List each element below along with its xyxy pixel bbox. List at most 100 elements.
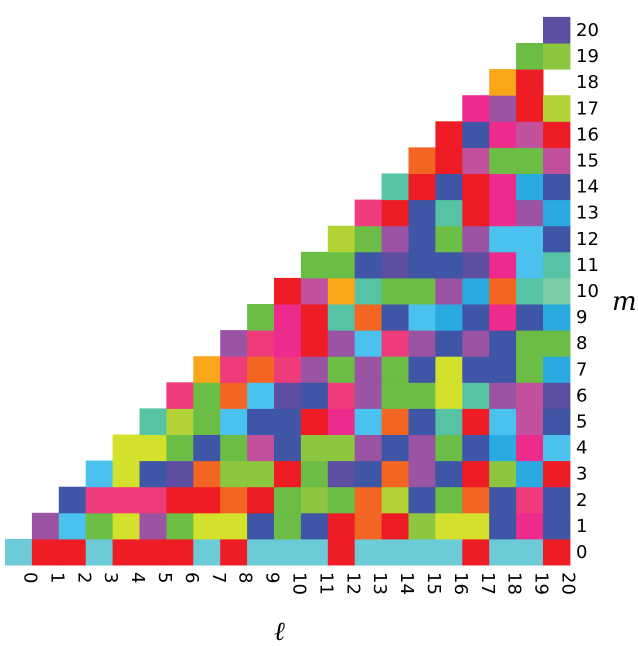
heatmap-cell [543, 121, 571, 148]
heatmap-cell [247, 460, 275, 488]
heatmap-cell [193, 486, 221, 514]
heatmap-cell [462, 382, 490, 409]
heatmap-cell [462, 173, 490, 201]
heatmap-cell [300, 251, 329, 279]
heatmap-cell [31, 538, 60, 566]
x-tick-label: 9 [262, 572, 283, 583]
x-tick-label: 18 [504, 572, 525, 595]
y-tick-label: 17 [576, 98, 599, 119]
heatmap-cells [5, 16, 571, 566]
heatmap-cell [462, 434, 490, 462]
heatmap-cell [408, 251, 436, 279]
heatmap-cell [408, 225, 436, 253]
heatmap-cell [408, 434, 436, 462]
heatmap-cell [247, 538, 275, 566]
heatmap-cell [247, 304, 275, 331]
heatmap-cell [435, 512, 463, 540]
x-tick-label: 5 [154, 572, 175, 583]
heatmap-cell [489, 251, 517, 279]
heatmap-cell [408, 486, 436, 514]
heatmap-cell [408, 304, 436, 331]
heatmap-cell [166, 434, 194, 462]
heatmap-cell [381, 382, 409, 409]
heatmap-cell [274, 277, 302, 305]
heatmap-cell [274, 486, 302, 514]
heatmap-cell [489, 95, 517, 122]
heatmap-cell [462, 408, 490, 435]
y-tick-label: 6 [576, 385, 587, 406]
heatmap-cell [489, 538, 517, 566]
heatmap-cell [489, 512, 517, 540]
heatmap-cell [85, 486, 114, 514]
x-tick-label: 13 [369, 572, 390, 595]
heatmap-cell [435, 408, 463, 435]
heatmap-cell [354, 277, 383, 305]
heatmap-cell [327, 304, 356, 331]
heatmap-cell [139, 434, 167, 462]
heatmap-cell [462, 538, 490, 566]
y-tick-label: 13 [576, 203, 599, 224]
x-tick-label: 10 [288, 572, 309, 595]
heatmap-cell [166, 460, 194, 488]
heatmap-cell [543, 251, 571, 279]
heatmap-cell [354, 538, 383, 566]
heatmap-cell [516, 121, 544, 148]
heatmap-cell [489, 382, 517, 409]
y-axis-label: m [612, 287, 637, 317]
heatmap-cell [166, 538, 194, 566]
x-tick-label: 17 [477, 572, 498, 595]
y-tick-label: 7 [576, 359, 587, 380]
heatmap-cell [220, 486, 248, 514]
heatmap-cell [408, 408, 436, 435]
heatmap-cell [489, 434, 517, 462]
heatmap-cell [193, 512, 221, 540]
heatmap-cell [435, 486, 463, 514]
y-tick-label: 1 [576, 516, 587, 537]
heatmap-cell [354, 330, 383, 357]
heatmap-cell [435, 121, 463, 148]
y-tick-label: 4 [576, 438, 587, 459]
heatmap-cell [354, 225, 383, 253]
heatmap-cell [408, 277, 436, 305]
heatmap-cell [408, 460, 436, 488]
heatmap-cell [381, 538, 409, 566]
heatmap-cell [435, 434, 463, 462]
heatmap-cell [247, 512, 275, 540]
heatmap-cell [462, 121, 490, 148]
x-tick-labels: 0 1 2 3 4 5 6 7 8 9 10 11 12 13 14 15 16 17 18 19 20 [19, 572, 578, 595]
heatmap-cell [354, 512, 383, 540]
heatmap-cell [543, 277, 571, 305]
heatmap-cell [139, 486, 167, 514]
heatmap-cell [462, 356, 490, 383]
y-tick-label: 18 [576, 72, 599, 93]
heatmap-cell [327, 251, 356, 279]
heatmap-cell [381, 277, 409, 305]
heatmap-cell [166, 486, 194, 514]
y-tick-label: 11 [576, 255, 599, 276]
heatmap-cell [381, 486, 409, 514]
y-tick-label: 14 [576, 177, 599, 198]
heatmap-cell [354, 486, 383, 514]
heatmap-cell [516, 69, 544, 96]
heatmap-cell [489, 277, 517, 305]
heatmap-cell [489, 225, 517, 253]
heatmap-cell [489, 408, 517, 435]
heatmap-cell [543, 330, 571, 357]
heatmap-cell [516, 225, 544, 253]
heatmap-cell [543, 147, 571, 174]
heatmap-cell [462, 512, 490, 540]
heatmap-cell [516, 173, 544, 201]
heatmap-cell [381, 434, 409, 462]
heatmap-cell [381, 460, 409, 488]
heatmap-cell [516, 460, 544, 488]
heatmap-cell [435, 251, 463, 279]
x-tick-label: 3 [100, 572, 121, 583]
heatmap-cell [247, 434, 275, 462]
heatmap-cell [543, 95, 571, 122]
heatmap-cell [327, 330, 356, 357]
heatmap-cell [300, 356, 329, 383]
heatmap-cell [274, 382, 302, 409]
heatmap-cell [58, 538, 87, 566]
